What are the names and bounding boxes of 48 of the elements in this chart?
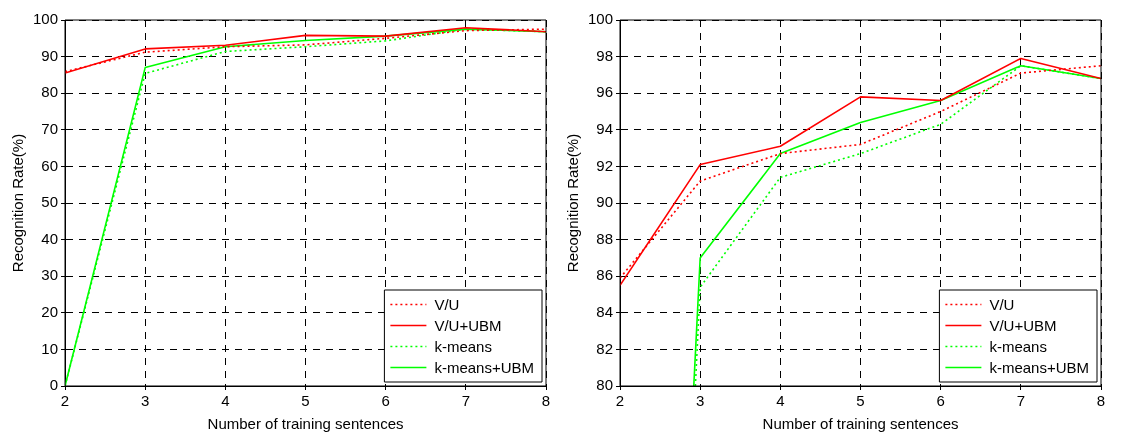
legend-label: V/U [434,295,460,313]
y-tick-label: 88 [596,229,614,247]
y-tick-label: 60 [41,156,59,174]
y-tick-label: 20 [41,302,59,320]
y-tick-label: 30 [41,266,59,284]
legend-label: k-means [989,337,1047,355]
y-tick-label: 86 [596,266,614,284]
x-axis-title: Number of training sentences [207,415,404,433]
y-tick-label: 80 [596,376,614,394]
x-tick-label: 7 [1016,392,1026,410]
y-tick-label: 90 [41,46,59,64]
y-tick-label: 50 [41,193,59,211]
x-tick-label: 5 [301,392,310,410]
y-tick-label: 96 [596,83,614,101]
x-tick-label: 8 [1096,392,1106,410]
x-tick-label: 5 [856,392,865,410]
x-tick-label: 8 [541,392,551,410]
x-tick-label: 7 [461,392,471,410]
legend-label: V/U+UBM [989,316,1057,334]
legend-label: V/U [989,295,1015,313]
y-tick-label: 100 [588,10,614,28]
x-tick-label: 3 [696,392,705,410]
y-tick-label: 100 [33,10,59,28]
legend-label: k-means+UBM [989,358,1089,376]
y-tick-label: 0 [49,376,59,394]
y-tick-label: 94 [596,119,614,137]
y-tick-label: 90 [596,193,614,211]
y-axis-title: Recognition Rate(%) [564,133,582,273]
y-tick-label: 10 [41,339,59,357]
y-tick-label: 92 [596,156,614,174]
y-tick-label: 70 [41,119,59,137]
x-tick-label: 2 [615,392,625,410]
legend-label: k-means [434,337,492,355]
x-tick-label: 4 [776,392,785,410]
x-axis-title: Number of training sentences [762,415,959,433]
x-tick-label: 2 [60,392,70,410]
x-tick-label: 3 [141,392,150,410]
y-tick-label: 84 [596,302,614,320]
x-tick-label: 4 [221,392,230,410]
x-tick-label: 6 [936,392,945,410]
legend-label: k-means+UBM [434,358,534,376]
legend-label: V/U+UBM [434,316,502,334]
x-tick-label: 6 [381,392,390,410]
y-tick-label: 40 [41,229,59,247]
y-axis-title: Recognition Rate(%) [9,133,27,273]
y-tick-label: 98 [596,46,614,64]
y-tick-label: 82 [596,339,614,357]
y-tick-label: 80 [41,83,59,101]
